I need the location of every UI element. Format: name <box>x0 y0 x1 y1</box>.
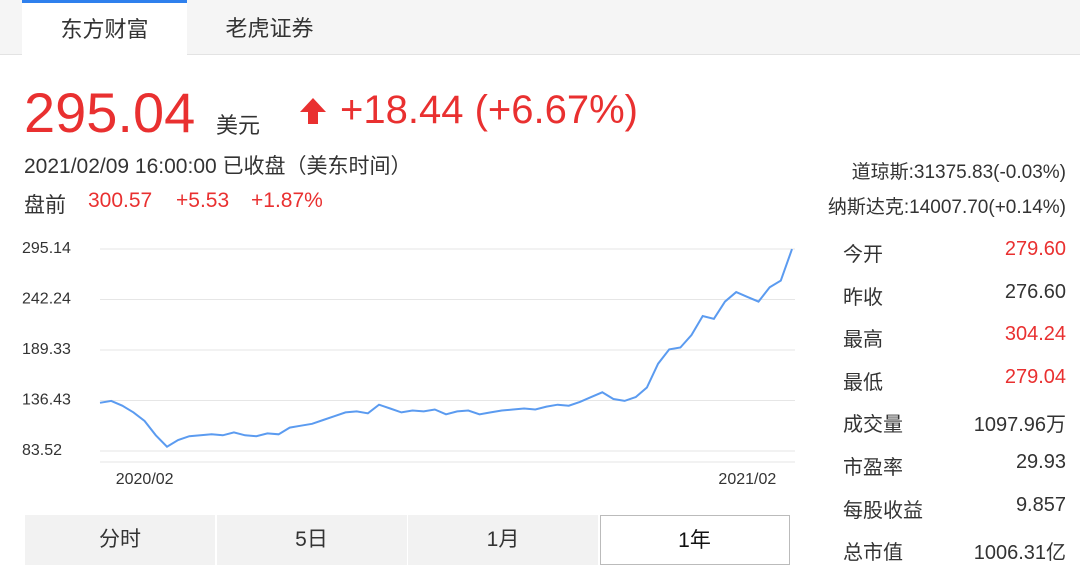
premarket-price: 300.57 <box>88 189 153 212</box>
stat-label: 昨收 <box>843 286 883 309</box>
stat-value: 276.60 <box>1004 280 1066 303</box>
chart: 83.52 136.43 189.33 242.24 295.14 2020/02 2021… <box>22 240 795 488</box>
premarket-percent: +1.87% <box>251 189 323 212</box>
premarket-change: +5.53 <box>176 189 230 212</box>
y-tick-label: 295.14 <box>22 240 71 257</box>
stat-label: 成交量 <box>843 414 903 437</box>
y-tick-label: 189.33 <box>22 341 71 358</box>
stat-value: 279.04 <box>1004 365 1066 388</box>
y-tick-label: 136.43 <box>22 392 71 409</box>
tab[interactable]: 东方财富 <box>22 0 187 55</box>
stat-value: 304.24 <box>1004 323 1066 346</box>
stat-label: 每股收益 <box>843 499 923 522</box>
change: +18.44 (+6.67%) <box>340 88 638 132</box>
y-tick-label: 242.24 <box>22 291 71 308</box>
stat-value: 279.60 <box>1004 238 1066 260</box>
period-tab[interactable]: 分时 <box>25 515 215 565</box>
stat-value: 29.93 <box>1015 451 1066 473</box>
period-tab[interactable]: 5日 <box>216 515 407 565</box>
index: 道琼斯:31375.83(-0.03%) <box>851 162 1066 183</box>
price: 295.04 <box>24 81 196 144</box>
time: 2021/02/09 16:00:00 已收盘（美东时间） <box>24 155 412 178</box>
stat-label: 市盈率 <box>843 457 903 479</box>
tab[interactable]: 老虎证券 <box>225 16 314 41</box>
stat-label: 总市值 <box>843 542 903 565</box>
period-tab[interactable]: 1月 <box>408 515 598 565</box>
x-tick-label: 2021/02 <box>718 471 776 488</box>
stat-label: 今开 <box>843 244 883 266</box>
stat-label: 最高 <box>843 329 883 352</box>
unit: 美元 <box>216 113 261 138</box>
up-arrow <box>300 98 326 124</box>
period-tab[interactable]: 1年 <box>599 515 790 565</box>
tab-bar: 东方财富 老虎证券 <box>0 0 1080 55</box>
stat-value: 1097.96万 <box>973 414 1066 437</box>
y-tick-label: 83.52 <box>22 442 62 459</box>
stat-label: 最低 <box>843 371 883 394</box>
premarket-label: 盘前 <box>24 194 66 217</box>
price-line <box>99 248 793 448</box>
stat-value: 1006.31亿 <box>973 542 1066 565</box>
x-tick-label: 2020/02 <box>116 471 174 488</box>
index: 纳斯达克:14007.70(+0.14%) <box>827 197 1066 218</box>
stat-value: 9.857 <box>1015 493 1066 516</box>
